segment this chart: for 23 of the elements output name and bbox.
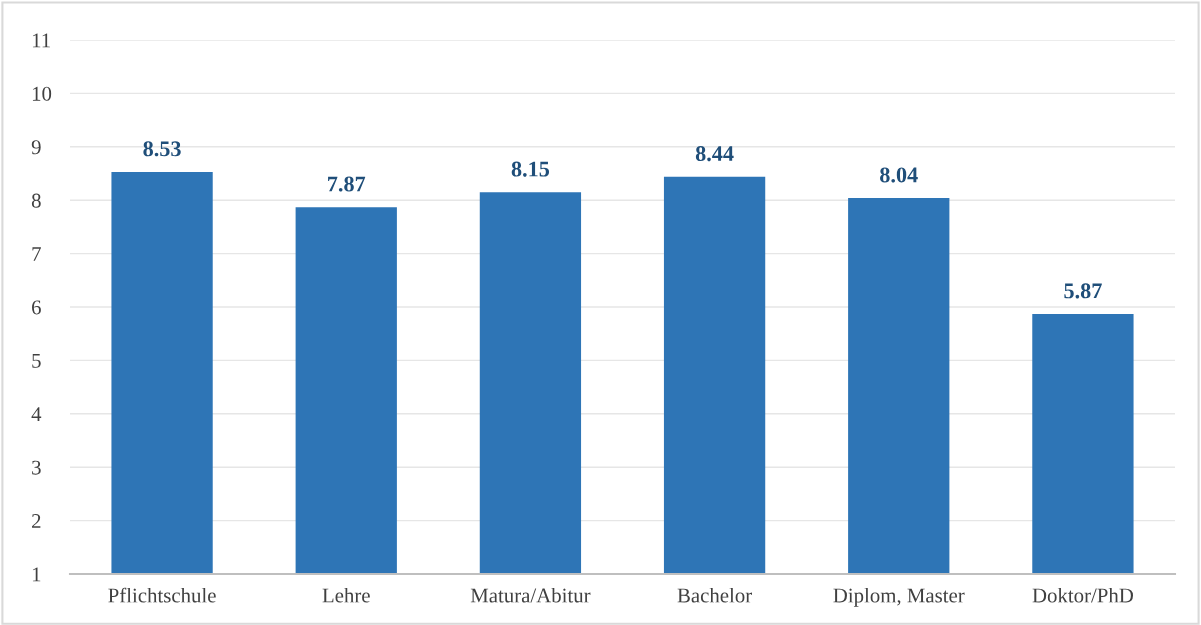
- x-tick-label: Diplom, Master: [833, 587, 965, 607]
- data-label: 5.87: [1064, 283, 1102, 299]
- data-label: 8.04: [880, 167, 918, 183]
- y-tick-label: 3: [32, 460, 41, 475]
- y-tick-label: 2: [32, 514, 41, 528]
- y-tick-label: 6: [32, 300, 41, 315]
- x-tick-label: Doktor/PhD: [1032, 587, 1134, 603]
- data-label: 7.87: [328, 176, 366, 192]
- x-tick-label: Pflichtschule: [108, 587, 216, 603]
- y-tick-label: 10: [32, 86, 52, 101]
- data-label: 8.44: [695, 146, 734, 162]
- data-label: 8.15: [511, 161, 550, 177]
- y-tick-label: 9: [31, 140, 41, 155]
- x-tick-label: Lehre: [322, 587, 370, 603]
- y-tick-label: 11: [32, 33, 50, 48]
- x-tick-label: Matura/Abitur: [470, 587, 591, 603]
- y-tick-label: 8: [31, 193, 41, 208]
- data-label: 8.53: [143, 141, 181, 157]
- y-tick-label: 5: [32, 353, 41, 368]
- y-tick-label: 1: [32, 567, 41, 582]
- y-tick-label: 7: [32, 247, 41, 261]
- x-tick-label: Bachelor: [677, 587, 752, 603]
- y-tick-label: 4: [31, 407, 42, 422]
